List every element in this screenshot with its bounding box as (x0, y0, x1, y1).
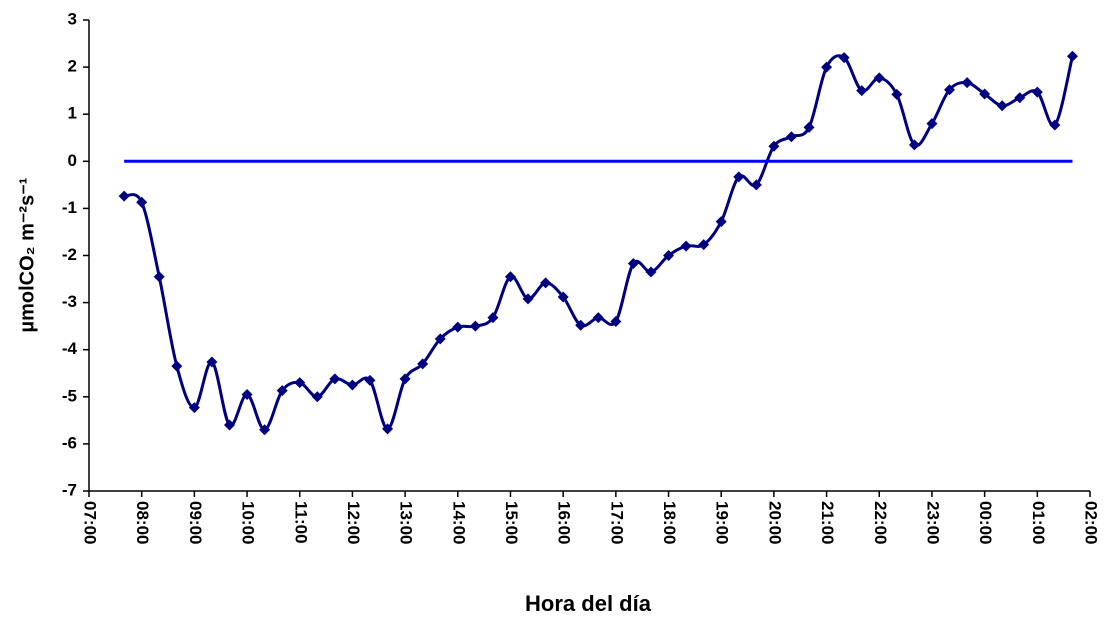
point-marker (979, 88, 991, 100)
x-tick-label: 23:00 (923, 501, 942, 544)
x-tick-label: 21:00 (818, 501, 837, 544)
point-marker (908, 139, 920, 151)
x-tick-label: 20:00 (765, 501, 784, 544)
point-marker (294, 377, 306, 389)
x-tick-label: 12:00 (344, 501, 363, 544)
point-marker (259, 424, 271, 436)
y-axis-label: µmolCO₂ m⁻²s⁻¹ (16, 177, 38, 332)
point-marker (188, 402, 200, 414)
point-marker (663, 250, 675, 261)
point-marker (1014, 92, 1026, 104)
point-marker (540, 277, 552, 289)
point-marker (206, 356, 218, 368)
x-tick-label: 13:00 (397, 501, 416, 544)
point-marker (803, 121, 815, 133)
x-tick-label: 18:00 (660, 501, 679, 544)
x-tick-label: 01:00 (1029, 501, 1048, 544)
y-tick-label: 0 (68, 151, 77, 170)
y-tick-label: -2 (62, 245, 77, 264)
y-tick-label: 3 (68, 9, 77, 28)
y-tick-label: -4 (62, 339, 78, 358)
point-marker (504, 271, 516, 283)
y-tick-label: -1 (62, 198, 77, 217)
point-marker (557, 291, 569, 303)
point-marker (821, 61, 833, 73)
point-marker (224, 419, 236, 431)
point-marker (382, 423, 394, 435)
point-marker (276, 385, 288, 397)
point-marker (645, 266, 657, 278)
point-marker (610, 315, 622, 327)
point-marker (1049, 119, 1061, 131)
point-marker (698, 239, 710, 251)
point-marker (733, 171, 745, 183)
x-tick-label: 08:00 (133, 501, 152, 544)
x-tick-label: 09:00 (186, 501, 205, 544)
x-tick-label: 11:00 (291, 501, 310, 544)
x-tick-label: 14:00 (449, 501, 468, 544)
x-tick-label: 15:00 (502, 501, 521, 544)
y-tick-label: -5 (62, 386, 77, 405)
point-marker (750, 179, 762, 191)
point-marker (785, 131, 797, 143)
x-tick-label: 07:00 (81, 501, 100, 544)
point-marker (627, 258, 639, 270)
x-tick-label: 00:00 (976, 501, 995, 544)
point-marker (1031, 86, 1043, 98)
point-marker (891, 88, 903, 100)
point-marker (768, 140, 780, 152)
point-marker (136, 196, 148, 208)
point-marker (856, 85, 868, 97)
point-marker (171, 360, 183, 372)
point-marker (434, 333, 446, 345)
y-tick-label: -6 (62, 433, 77, 452)
x-tick-label: 19:00 (713, 501, 732, 544)
y-tick-label: -3 (62, 292, 77, 311)
y-tick-label: 1 (68, 104, 77, 123)
point-marker (118, 190, 130, 202)
point-marker (715, 216, 727, 228)
point-marker (996, 100, 1008, 112)
point-marker (592, 312, 604, 324)
point-marker (469, 320, 481, 332)
point-marker (926, 118, 938, 130)
point-marker (838, 52, 850, 64)
x-tick-label: 16:00 (555, 501, 574, 544)
point-marker (329, 373, 341, 385)
point-marker (522, 293, 534, 305)
point-marker (1066, 50, 1078, 62)
point-marker (452, 321, 464, 333)
point-marker (241, 388, 253, 400)
series-line (123, 54, 1074, 432)
x-axis-label: Hora del día (525, 591, 652, 616)
point-marker (575, 319, 587, 331)
x-tick-label: 10:00 (239, 501, 258, 544)
point-marker (364, 374, 376, 386)
point-marker (680, 240, 692, 252)
point-marker (417, 358, 429, 370)
point-marker (399, 373, 411, 385)
point-marker (961, 77, 973, 89)
x-tick-label: 17:00 (607, 501, 626, 544)
x-tick-label: 02:00 (1082, 501, 1101, 544)
y-tick-label: -7 (62, 480, 77, 499)
point-marker (153, 271, 165, 283)
x-tick-label: 22:00 (871, 501, 890, 544)
point-marker (943, 84, 955, 96)
point-marker (311, 391, 323, 403)
y-tick-label: 2 (68, 57, 77, 76)
point-marker (346, 379, 358, 391)
point-marker (487, 312, 499, 324)
point-marker (873, 72, 885, 84)
